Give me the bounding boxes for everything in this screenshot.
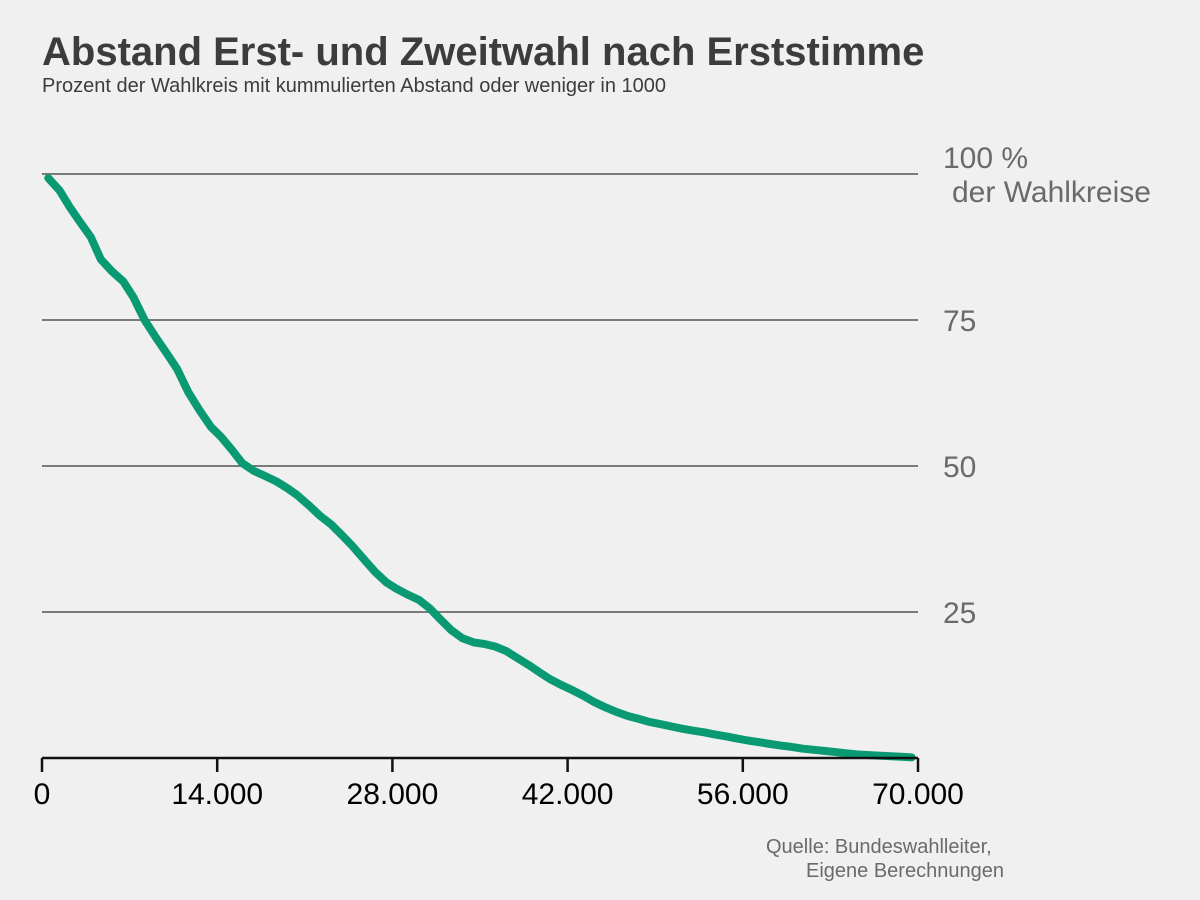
chart-subtitle: Prozent der Wahlkreis mit kummulierten A… (42, 75, 667, 97)
source-note: Quelle: Bundeswahlleiter, Eigene Berechn… (766, 835, 1004, 883)
x-axis: 0 14.000 28.000 42.000 56.000 70.000 (34, 756, 964, 811)
y-unit-label: der Wahlkreise (952, 176, 1151, 209)
series-layer (44, 174, 916, 762)
x-tick-label-70000: 70.000 (872, 778, 964, 811)
x-tick-label-56000: 56.000 (697, 778, 789, 811)
series-line-0 (44, 174, 916, 762)
x-tick-label-0: 0 (34, 778, 51, 811)
y-tick-label-75: 75 (943, 305, 976, 338)
x-tick-label-42000: 42.000 (522, 778, 614, 811)
chart-title: Abstand Erst- und Zweitwahl nach Erststi… (42, 30, 925, 74)
y-tick-labels: 25 50 75 100 % (943, 142, 1028, 630)
y-tick-label-50: 50 (943, 451, 976, 484)
y-tick-label-100: 100 % (943, 142, 1028, 175)
x-tick-label-14000: 14.000 (171, 778, 263, 811)
gridlines (42, 173, 918, 613)
source-line-2: Eigene Berechnungen (806, 860, 1004, 882)
y-tick-label-25: 25 (943, 597, 976, 630)
source-line-1: Quelle: Bundeswahlleiter, (766, 836, 992, 858)
x-tick-label-28000: 28.000 (347, 778, 439, 811)
